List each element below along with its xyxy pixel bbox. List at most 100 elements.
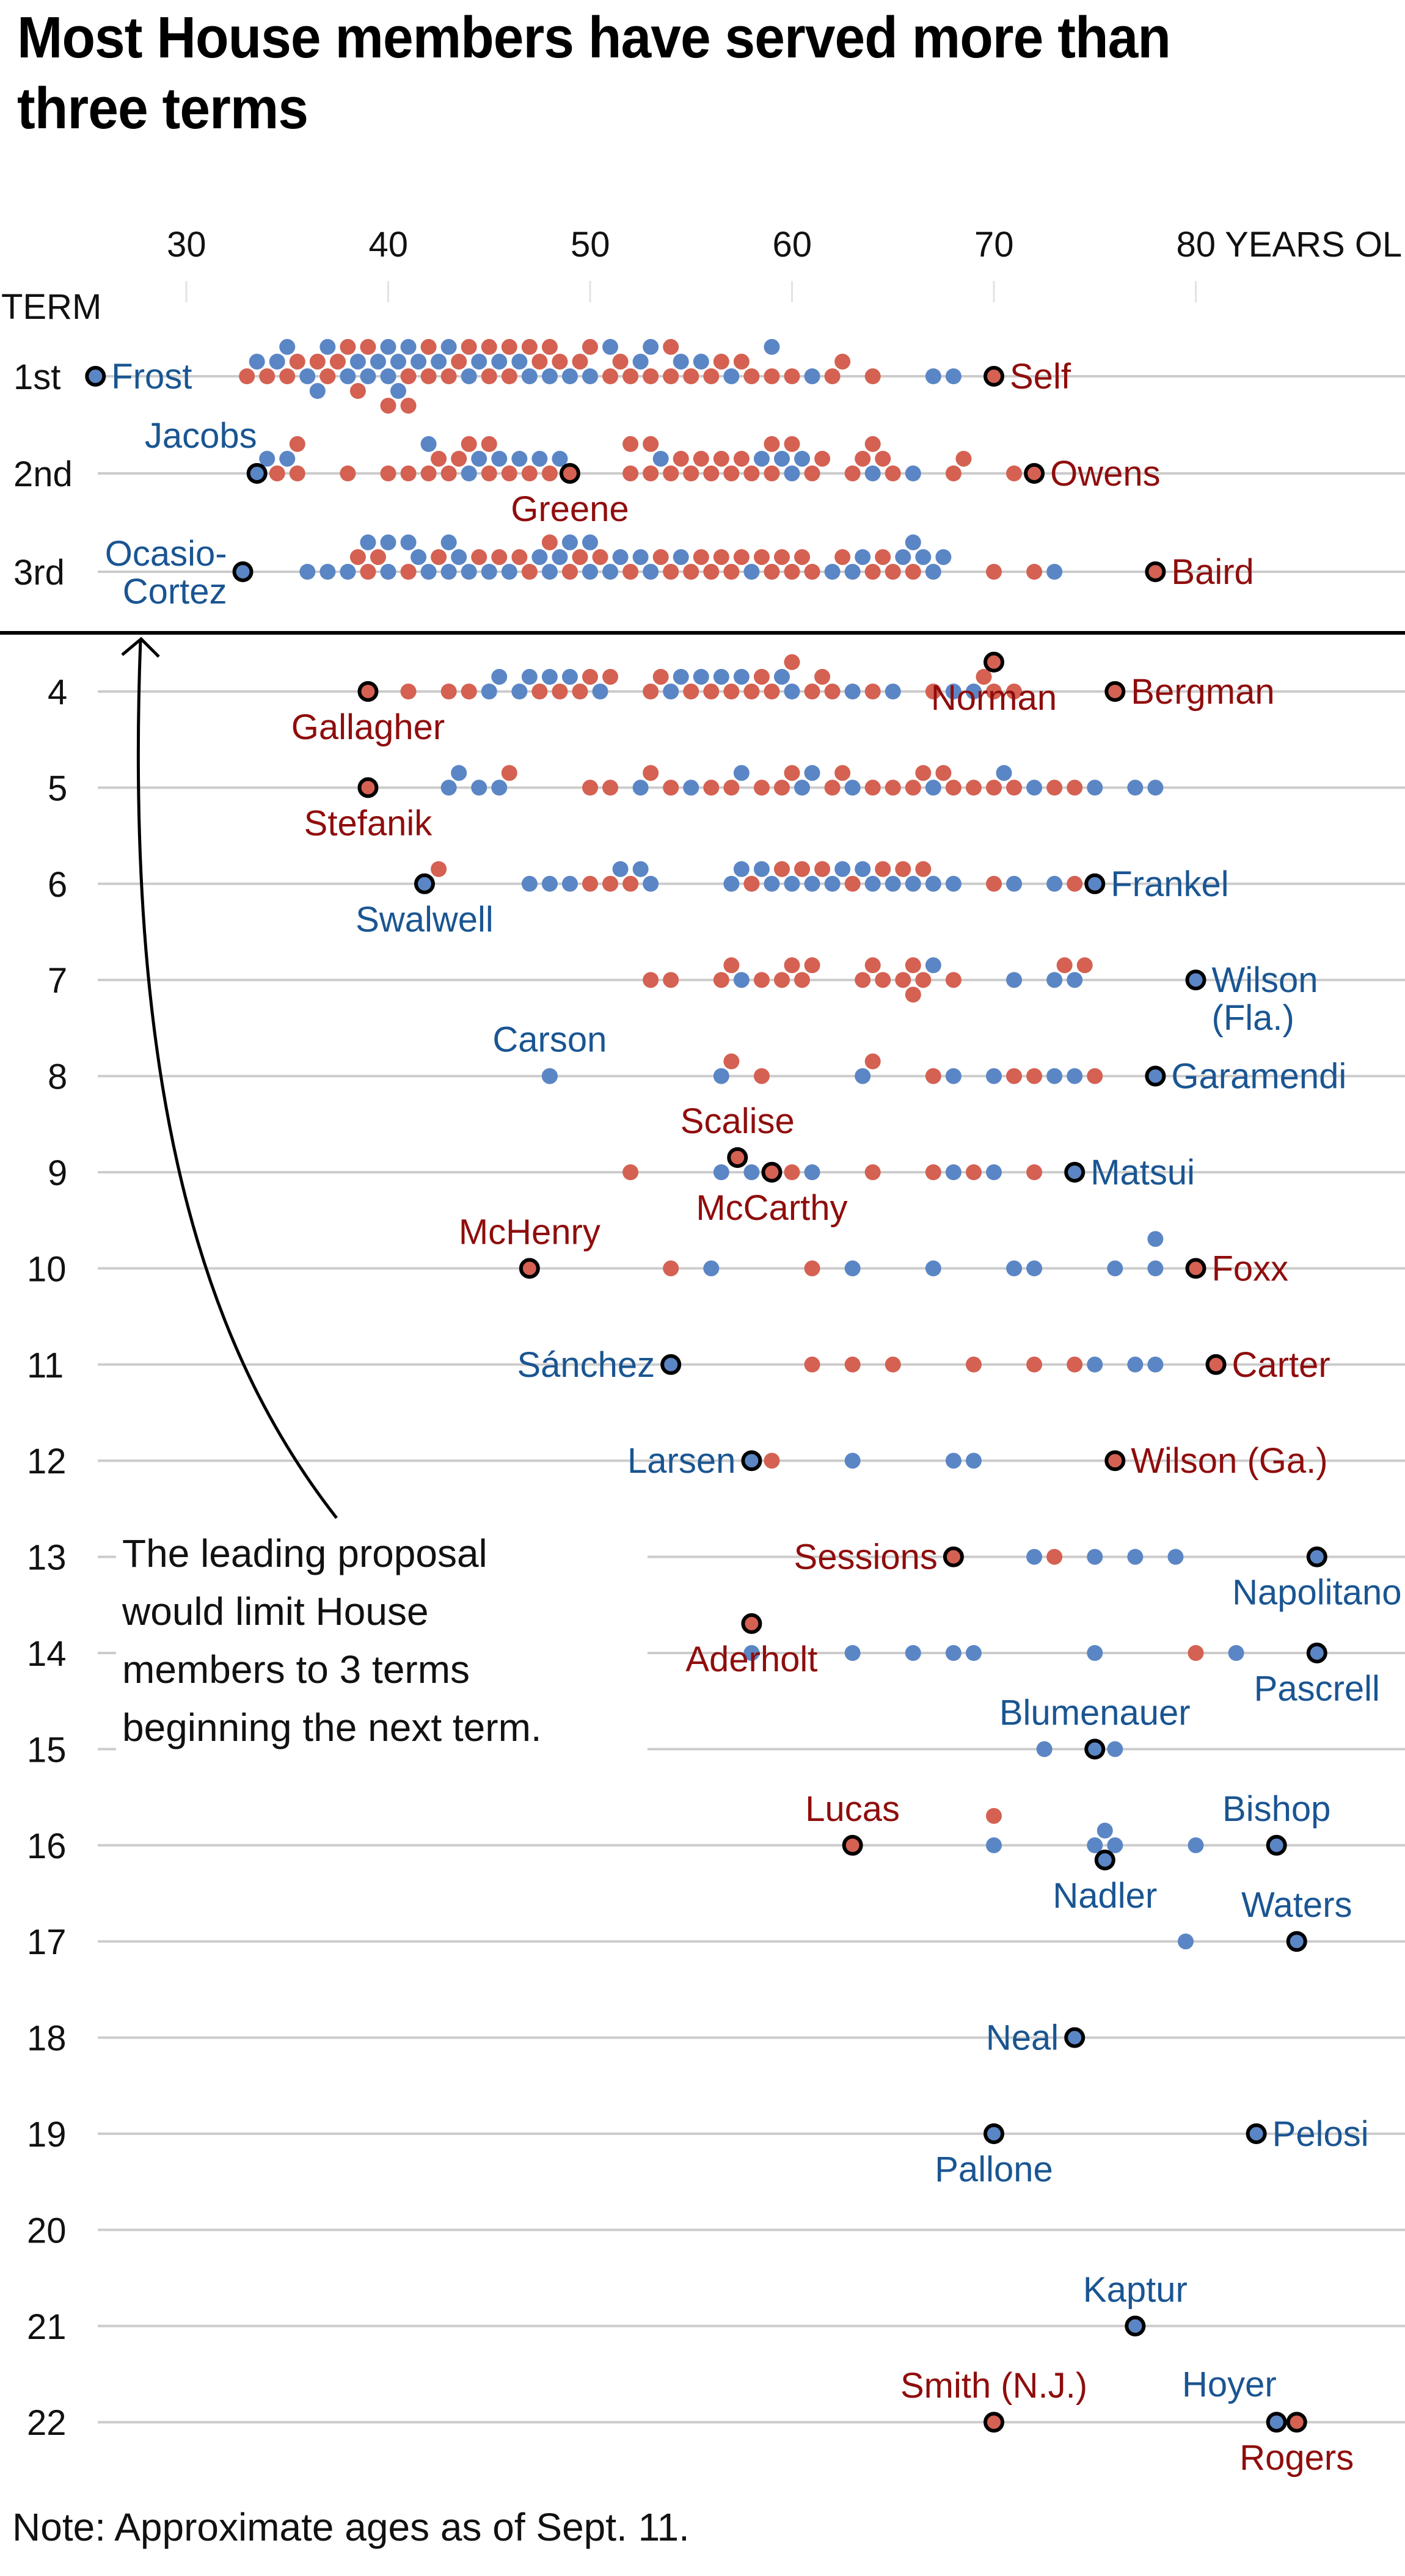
member-dot (1188, 1837, 1204, 1853)
member-dot (683, 368, 699, 384)
member-dot (259, 368, 276, 384)
highlighted-member-dot (357, 777, 379, 798)
member-dot (632, 353, 649, 370)
member-dot (855, 549, 871, 565)
member-dot (471, 549, 487, 565)
member-dot (885, 875, 901, 892)
member-dot (501, 368, 517, 384)
member-dot (319, 338, 336, 355)
member-dot (360, 338, 376, 355)
highlighted-member-dot (1205, 1354, 1227, 1375)
member-dot (663, 972, 679, 988)
member-name-label: Norman (931, 678, 1057, 718)
member-dot (572, 684, 588, 699)
member-dot (764, 368, 780, 384)
member-dot (965, 779, 982, 796)
term-label: 17 (27, 1922, 67, 1962)
member-dot (915, 972, 932, 988)
member-name-label: Pascrell (1254, 1669, 1380, 1709)
member-dot (622, 368, 639, 384)
highlighted-member-dot (519, 1258, 540, 1279)
x-tick-label: 30 (167, 225, 206, 265)
member-dot (572, 549, 588, 565)
member-dot (309, 353, 326, 370)
member-dot (1067, 1356, 1083, 1373)
x-axis: 30 40 50 60 70 80 YEARS OLD TERM (1, 225, 1405, 327)
member-dot (693, 353, 709, 370)
member-dot (673, 668, 689, 685)
highlighted-member-dot (984, 2123, 1004, 2144)
member-dot (632, 549, 649, 565)
member-dot (713, 972, 729, 988)
member-dot (663, 465, 679, 481)
member-dot (1067, 972, 1083, 988)
member-dot (723, 1053, 740, 1070)
highlighted-member-dot (984, 651, 1004, 673)
term-label: 14 (27, 1634, 67, 1674)
member-dot (733, 353, 750, 370)
member-dot (713, 1068, 729, 1084)
member-dot (834, 861, 851, 877)
member-dot (481, 465, 497, 481)
member-dot (1006, 779, 1023, 796)
member-dot (844, 1453, 861, 1469)
member-dot (1147, 779, 1164, 796)
member-dot (289, 353, 305, 370)
annotation-arrow (136, 640, 338, 1519)
member-dot (1107, 1741, 1123, 1757)
member-dot (400, 564, 417, 580)
member-dot (582, 875, 598, 892)
member-dot (986, 1164, 1002, 1180)
member-dot (390, 353, 407, 370)
highlighted-member-dot (1125, 2315, 1146, 2337)
member-dot (602, 338, 619, 355)
highlighted-member-dot (1306, 1643, 1327, 1663)
member-name-label: Jacobs (145, 416, 257, 456)
member-name-label: Larsen (627, 1441, 735, 1481)
member-dot (451, 450, 467, 467)
member-dot (764, 684, 780, 699)
member-dot (945, 1453, 962, 1469)
member-dot (875, 972, 891, 988)
member-dot (491, 549, 508, 565)
member-dot (764, 875, 780, 892)
y-axis: 1st 2nd 3rd 4 5 6 7 8 9 10 11 12 13 14 15 16 17 18 19 20 21 2… (13, 357, 73, 2443)
member-dot (370, 549, 386, 565)
member-dot (1006, 1068, 1023, 1084)
member-dot (431, 549, 447, 565)
member-dot (864, 465, 881, 481)
member-dot (440, 564, 457, 580)
member-dot (451, 765, 467, 781)
member-name-label: Owens (1050, 454, 1161, 494)
highlighted-member-dot (1185, 969, 1206, 991)
x-tick-label: 40 (369, 225, 409, 265)
member-dot (895, 972, 911, 988)
member-name-label: Sessions (794, 1538, 938, 1577)
member-dot (915, 549, 932, 565)
member-dot (511, 549, 528, 565)
member-dot (420, 465, 437, 481)
member-dot (643, 684, 659, 699)
member-dot (804, 368, 820, 384)
member-dot (925, 1068, 941, 1084)
member-dot (622, 564, 639, 580)
member-dot (885, 465, 901, 481)
member-dot (824, 779, 841, 796)
term-label: 18 (27, 2019, 67, 2059)
member-dot (764, 1453, 780, 1469)
member-dot (673, 450, 689, 467)
member-dot (390, 383, 407, 400)
member-dot (552, 353, 568, 370)
member-dot (804, 684, 820, 699)
member-dot (764, 465, 780, 481)
member-dot (319, 564, 336, 580)
member-name-label: Frankel (1111, 864, 1228, 904)
member-dot (864, 436, 881, 452)
member-dot (622, 465, 639, 481)
term-label: 3rd (13, 553, 65, 593)
member-dot (683, 684, 699, 699)
member-dot (834, 765, 851, 781)
member-name-label: Greene (511, 489, 629, 529)
member-dot (663, 564, 679, 580)
member-dot (713, 549, 729, 565)
